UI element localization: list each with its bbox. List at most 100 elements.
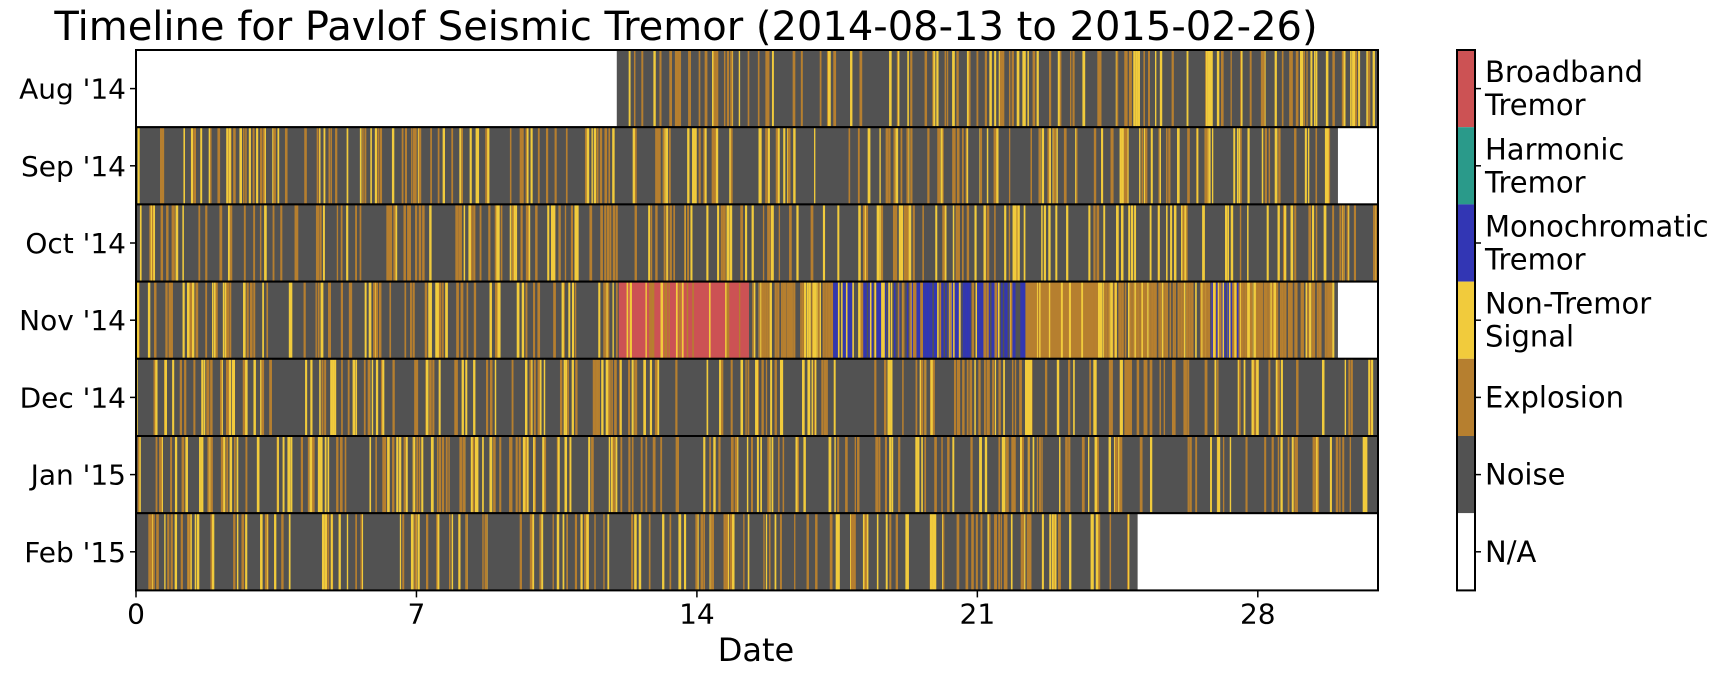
- event-mark: [274, 513, 277, 591]
- event-mark: [800, 50, 803, 128]
- event-mark: [1268, 358, 1271, 436]
- event-mark: [865, 513, 869, 591]
- event-mark: [723, 204, 725, 282]
- x-axis-label: Date: [718, 631, 794, 669]
- event-mark: [952, 127, 955, 205]
- event-mark: [1263, 281, 1267, 359]
- event-mark: [149, 204, 152, 282]
- event-mark: [706, 358, 709, 436]
- event-mark: [1230, 204, 1234, 282]
- event-mark: [588, 436, 591, 514]
- event-mark: [511, 358, 514, 436]
- event-mark: [971, 513, 974, 591]
- event-mark: [317, 281, 320, 359]
- event-mark: [194, 513, 197, 591]
- segment-streak: [1147, 281, 1149, 359]
- segment-streak: [969, 281, 971, 359]
- event-mark: [476, 127, 480, 205]
- event-mark: [1171, 50, 1174, 128]
- event-mark: [175, 204, 179, 282]
- segment-streak: [865, 281, 867, 359]
- event-mark: [392, 436, 394, 514]
- event-mark: [1229, 436, 1232, 514]
- segment-streak: [978, 281, 981, 359]
- event-mark: [210, 513, 213, 591]
- event-mark: [1028, 436, 1030, 514]
- segment-streak: [930, 281, 933, 359]
- colorbar-swatch: [1457, 127, 1475, 205]
- event-mark: [246, 281, 249, 359]
- event-mark: [442, 281, 444, 359]
- event-mark: [726, 281, 730, 359]
- event-mark: [168, 281, 172, 359]
- event-mark: [1315, 436, 1318, 514]
- segment-streak: [1137, 281, 1140, 359]
- event-mark: [1271, 281, 1274, 359]
- event-mark: [797, 436, 799, 514]
- event-mark: [149, 513, 153, 591]
- event-mark: [853, 513, 856, 591]
- event-mark: [1287, 436, 1290, 514]
- event-mark: [615, 436, 618, 514]
- event-mark: [413, 127, 416, 205]
- event-mark: [570, 204, 573, 282]
- event-mark: [998, 513, 1001, 591]
- event-mark: [980, 513, 983, 591]
- event-mark: [174, 513, 178, 591]
- event-mark: [526, 436, 529, 514]
- event-mark: [459, 127, 462, 205]
- segment-streak: [884, 281, 886, 359]
- event-mark: [253, 358, 256, 436]
- event-mark: [1137, 50, 1140, 128]
- event-mark: [1208, 127, 1211, 205]
- event-mark: [338, 513, 341, 591]
- event-mark: [521, 127, 524, 205]
- event-mark: [1139, 436, 1143, 514]
- segment-streak: [941, 281, 944, 359]
- event-mark: [188, 513, 191, 591]
- event-mark: [300, 436, 304, 514]
- event-mark: [1089, 358, 1091, 436]
- event-mark: [561, 281, 564, 359]
- event-mark: [632, 127, 635, 205]
- event-mark: [1049, 127, 1051, 205]
- event-mark: [489, 358, 493, 436]
- event-mark: [1240, 127, 1242, 205]
- event-mark: [1097, 281, 1101, 359]
- event-mark: [663, 204, 666, 282]
- event-mark: [1313, 436, 1317, 514]
- segment-streak: [964, 281, 966, 359]
- event-mark: [199, 436, 201, 514]
- event-mark: [845, 436, 848, 514]
- event-mark: [958, 281, 961, 359]
- event-mark: [1266, 204, 1269, 282]
- colorbar-swatch: [1457, 50, 1475, 128]
- segment-streak: [871, 281, 874, 359]
- event-mark: [378, 281, 382, 359]
- event-mark: [403, 436, 406, 514]
- event-mark: [876, 204, 880, 282]
- event-mark: [979, 127, 983, 205]
- event-mark: [814, 127, 816, 205]
- event-mark: [319, 204, 322, 282]
- event-mark: [966, 204, 970, 282]
- event-mark: [509, 436, 512, 514]
- event-mark: [706, 204, 709, 282]
- event-mark: [915, 358, 918, 436]
- event-mark: [652, 281, 655, 359]
- event-mark: [407, 204, 410, 282]
- event-mark: [725, 281, 728, 359]
- segment-streak: [1145, 281, 1148, 359]
- event-mark: [944, 50, 947, 128]
- x-tick-label: 7: [408, 597, 426, 630]
- event-mark: [968, 50, 971, 128]
- colorbar-label-line: Broadband: [1485, 55, 1643, 89]
- colorbar-label-line: Noise: [1485, 458, 1565, 492]
- event-mark: [1002, 436, 1006, 514]
- event-mark: [539, 513, 541, 591]
- event-mark: [215, 281, 218, 359]
- event-mark: [436, 281, 439, 359]
- row-labels: Aug '14 Sep '14 Oct '14 Nov '14 Dec '14 Jan '…: [19, 73, 136, 569]
- event-mark: [1222, 436, 1225, 514]
- event-mark: [1102, 281, 1104, 359]
